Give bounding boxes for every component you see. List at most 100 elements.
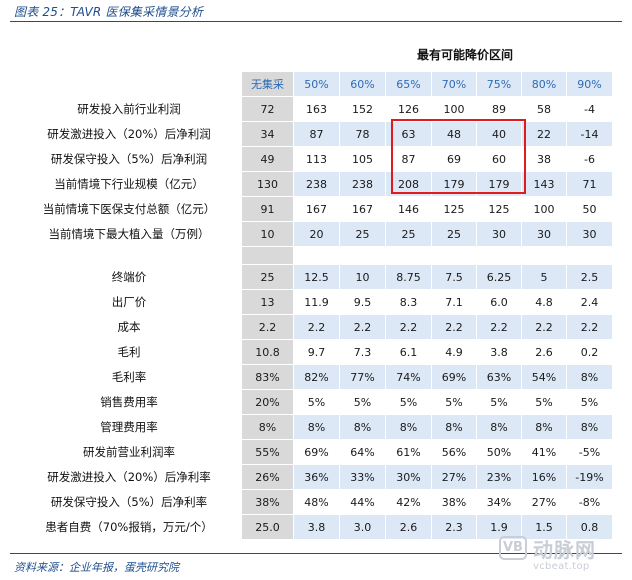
spacer-cell <box>241 246 294 265</box>
table-row: 研发投入前行业利润 72 163 152 126 100 89 58 -4 <box>16 96 613 122</box>
table-cell: 72 <box>241 96 294 122</box>
table-cell: 58 <box>521 96 567 122</box>
table-cell: 71 <box>566 171 613 197</box>
table-cell: 130 <box>241 171 294 197</box>
table-cell: 105 <box>339 146 386 172</box>
table-cell: 8% <box>339 414 386 440</box>
table-cell: 126 <box>385 96 432 122</box>
table-cell: 8% <box>385 414 432 440</box>
table-cell: 34 <box>241 121 294 147</box>
table-cell: 11.9 <box>293 289 340 315</box>
table-cell: 33% <box>339 464 386 490</box>
table-cell: 55% <box>241 439 294 465</box>
watermark-name: 动脉网 <box>533 538 596 562</box>
table-cell: 26% <box>241 464 294 490</box>
table-cell: 48 <box>431 121 477 147</box>
table-cell: 208 <box>385 171 432 197</box>
table-cell: 2.3 <box>431 514 477 540</box>
table-cell: 78 <box>339 121 386 147</box>
table-row: 成本 2.2 2.2 2.2 2.2 2.2 2.2 2.2 2.2 <box>16 314 613 340</box>
table-cell: -6 <box>566 146 613 172</box>
table-cell: 125 <box>431 196 477 222</box>
table-row: 销售费用率 20% 5% 5% 5% 5% 5% 5% 5% <box>16 389 613 415</box>
table-cell: 7.1 <box>431 289 477 315</box>
table-cell: 5 <box>521 264 567 290</box>
table-cell: 30 <box>566 221 613 247</box>
table-cell: 2.2 <box>476 314 522 340</box>
table-cell: 5% <box>566 389 613 415</box>
row-label: 管理费用率 <box>16 414 242 440</box>
column-header: 70% <box>431 71 477 97</box>
table-cell: -5% <box>566 439 613 465</box>
table-cell: -19% <box>566 464 613 490</box>
table-cell: 40 <box>476 121 522 147</box>
table-cell: 25 <box>431 221 477 247</box>
table-row: 研发激进投入（20%）后净利率 26% 36% 33% 30% 27% 23% 16% -19% <box>16 464 613 490</box>
row-label: 当前情境下行业规模（亿元） <box>16 171 242 197</box>
row-label: 研发激进投入（20%）后净利率 <box>16 464 242 490</box>
spacer-cell <box>566 246 613 265</box>
column-header: 60% <box>339 71 386 97</box>
price-cut-interval-title: 最有可能降价区间 <box>416 48 513 62</box>
table-cell: 2.5 <box>566 264 613 290</box>
table-cell: 2.6 <box>521 339 567 365</box>
table-cell: 3.0 <box>339 514 386 540</box>
table-cell: 9.7 <box>293 339 340 365</box>
table-cell: 238 <box>339 171 386 197</box>
table-cell: 5% <box>476 389 522 415</box>
source-note: 资料来源：企业年报，蛋壳研究院 <box>14 561 179 574</box>
spacer-cell <box>385 246 432 265</box>
table-cell: 163 <box>293 96 340 122</box>
table-row: 毛利率 83% 82% 77% 74% 69% 63% 54% 8% <box>16 364 613 390</box>
table-cell: 63 <box>385 121 432 147</box>
table-cell: 4.8 <box>521 289 567 315</box>
table-cell: 63% <box>476 364 522 390</box>
table-cell: 8% <box>566 414 613 440</box>
table-cell: 6.0 <box>476 289 522 315</box>
table-cell: 5% <box>431 389 477 415</box>
table-cell: 100 <box>521 196 567 222</box>
column-header: 80% <box>521 71 567 97</box>
table-cell: 44% <box>339 489 386 515</box>
spacer-cell <box>521 246 567 265</box>
table-cell: 36% <box>293 464 340 490</box>
table-cell: 89 <box>476 96 522 122</box>
table-row: 研发激进投入（20%）后净利润 34 87 78 63 48 40 22 -14 <box>16 121 613 147</box>
row-label: 研发投入前行业利润 <box>16 96 242 122</box>
table-cell: 27% <box>431 464 477 490</box>
table-cell: 74% <box>385 364 432 390</box>
table-row: 研发保守投入（5%）后净利润 49 113 105 87 69 60 38 -6 <box>16 146 613 172</box>
table-row: 终端价 25 12.5 10 8.75 7.5 6.25 5 2.5 <box>16 264 613 290</box>
table-cell: 77% <box>339 364 386 390</box>
table-header-row: 无集采 50% 60% 65% 70% 75% 80% 90% <box>16 71 613 97</box>
table-cell: 13 <box>241 289 294 315</box>
table-cell: 25.0 <box>241 514 294 540</box>
table-cell: 113 <box>293 146 340 172</box>
table-cell: 8% <box>293 414 340 440</box>
table-cell: 100 <box>431 96 477 122</box>
table-cell: 2.2 <box>431 314 477 340</box>
table-cell: 20 <box>293 221 340 247</box>
table-cell: 2.2 <box>241 314 294 340</box>
table-cell: 8% <box>431 414 477 440</box>
spacer-cell <box>16 246 242 265</box>
watermark-url: vcbeat.top <box>533 561 590 572</box>
table-cell: 87 <box>293 121 340 147</box>
table-cell: 25 <box>385 221 432 247</box>
table-row: 研发前营业利润率 55% 69% 64% 61% 56% 50% 41% -5% <box>16 439 613 465</box>
table-cell: 64% <box>339 439 386 465</box>
table-cell: 38% <box>241 489 294 515</box>
row-label: 研发前营业利润率 <box>16 439 242 465</box>
table-cell: 60 <box>476 146 522 172</box>
table-cell: 61% <box>385 439 432 465</box>
scenario-table: 无集采 50% 60% 65% 70% 75% 80% 90% 研发投入前行业利润 72 163 15… <box>16 71 613 540</box>
table-cell: 48% <box>293 489 340 515</box>
table-cell: 87 <box>385 146 432 172</box>
row-label: 研发保守投入（5%）后净利润 <box>16 146 242 172</box>
table-cell: 91 <box>241 196 294 222</box>
table-cell: 9.5 <box>339 289 386 315</box>
table-cell: 83% <box>241 364 294 390</box>
table-cell: 5% <box>385 389 432 415</box>
table-cell: 1.5 <box>521 514 567 540</box>
table-cell: 125 <box>476 196 522 222</box>
